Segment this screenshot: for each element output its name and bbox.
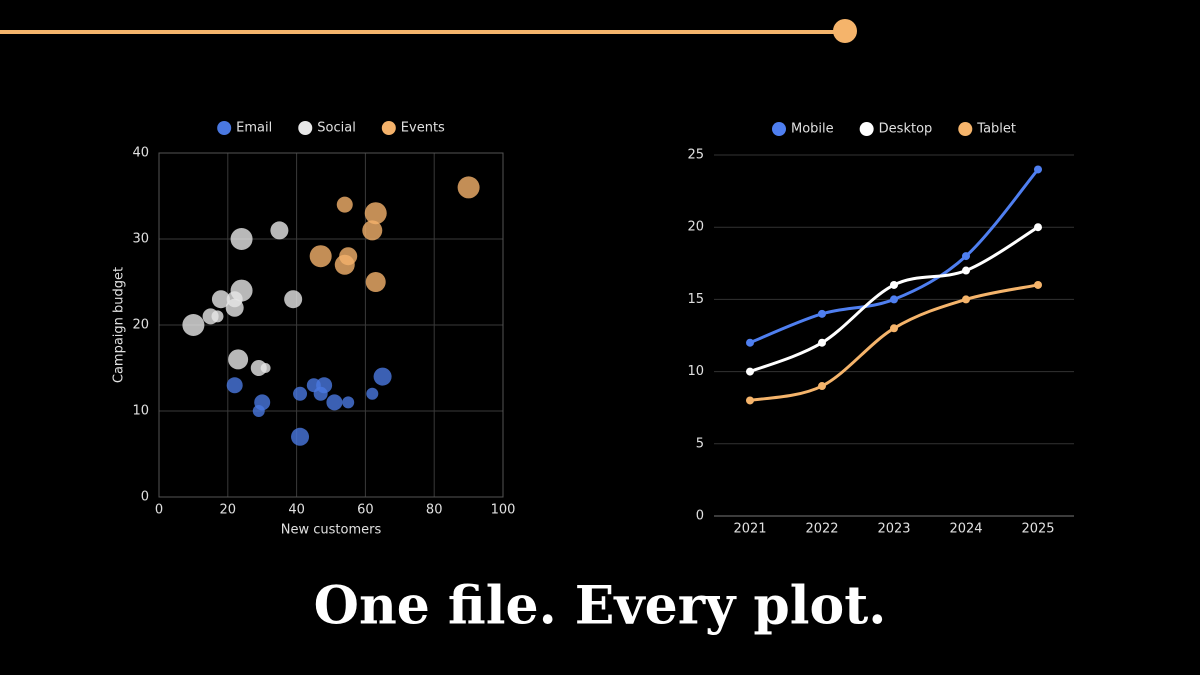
point — [962, 295, 970, 304]
bubble — [230, 279, 253, 302]
x-tick-label: 60 — [357, 503, 374, 518]
legend-marker — [298, 121, 313, 135]
y-tick-label: 5 — [696, 436, 704, 451]
x-tick-label: 2025 — [1021, 522, 1054, 537]
point — [962, 266, 970, 275]
bubble — [364, 202, 387, 225]
heading: One file. Every plot. — [314, 576, 887, 637]
y-tick-label: 15 — [687, 292, 704, 307]
y-tick-label: 40 — [132, 146, 149, 161]
point — [746, 338, 754, 347]
bubble — [211, 310, 224, 323]
x-axis-label: New customers — [281, 523, 382, 538]
x-tick-label: 100 — [491, 503, 516, 518]
bubble — [309, 245, 332, 268]
point — [962, 252, 970, 261]
legend-marker — [859, 122, 874, 136]
legend-marker — [381, 121, 396, 135]
x-tick-label: 2023 — [877, 522, 910, 537]
point — [1034, 165, 1042, 174]
bubble — [316, 377, 333, 394]
legend-marker — [958, 122, 973, 136]
bubble — [270, 221, 289, 240]
bubble — [211, 290, 230, 309]
bubble — [336, 196, 353, 213]
bubble — [225, 298, 244, 317]
bubble — [326, 394, 343, 411]
point — [746, 367, 754, 376]
bubble — [373, 367, 392, 386]
point — [1034, 223, 1042, 232]
y-tick-label: 0 — [696, 509, 704, 524]
bubble — [226, 377, 243, 394]
y-tick-label: 0 — [141, 490, 149, 505]
bubble — [334, 254, 355, 275]
bubble — [182, 314, 205, 336]
x-tick-label: 2021 — [733, 522, 766, 537]
point — [890, 324, 898, 333]
bubble — [260, 363, 271, 373]
legend-label: Mobile — [791, 122, 834, 137]
legend: Email Social Events — [217, 121, 445, 136]
point — [818, 309, 826, 318]
legend: Mobile Desktop Tablet — [772, 122, 1016, 137]
point — [746, 396, 754, 405]
point — [890, 295, 898, 304]
bubble — [457, 176, 480, 199]
legend-marker — [217, 121, 232, 135]
y-tick-label: 20 — [132, 318, 149, 333]
legend-marker — [772, 122, 786, 136]
legend-label: Events — [401, 121, 445, 136]
point — [1034, 280, 1042, 289]
bubble — [228, 349, 249, 370]
bubble — [284, 290, 303, 309]
legend-label: Social — [317, 121, 356, 136]
bubble — [230, 228, 253, 250]
y-tick-label: 10 — [132, 404, 149, 419]
y-tick-label: 10 — [687, 364, 704, 379]
legend-label: Desktop — [879, 122, 933, 137]
point — [818, 382, 826, 391]
bubble — [254, 394, 271, 411]
progress-knob — [833, 19, 857, 43]
y-tick-label: 20 — [687, 220, 704, 235]
plot-frame — [158, 152, 504, 498]
x-tick-label: 2022 — [805, 522, 838, 537]
x-tick-label: 40 — [288, 503, 305, 518]
point — [818, 338, 826, 347]
y-axis-label: Campaign budget — [112, 267, 127, 383]
legend-label: Email — [236, 121, 272, 136]
bubble — [291, 427, 310, 446]
bubble — [366, 387, 379, 400]
x-tick-label: 20 — [220, 503, 237, 518]
x-tick-label: 0 — [155, 503, 163, 518]
y-tick-label: 25 — [687, 148, 704, 163]
bubble — [365, 272, 386, 292]
x-tick-label: 2024 — [949, 522, 982, 537]
bubble — [293, 386, 308, 401]
bubble — [342, 396, 355, 409]
bubble — [362, 220, 383, 241]
legend-label: Tablet — [976, 122, 1016, 137]
x-tick-label: 80 — [426, 503, 443, 518]
point — [890, 280, 898, 289]
y-tick-label: 30 — [132, 232, 149, 247]
